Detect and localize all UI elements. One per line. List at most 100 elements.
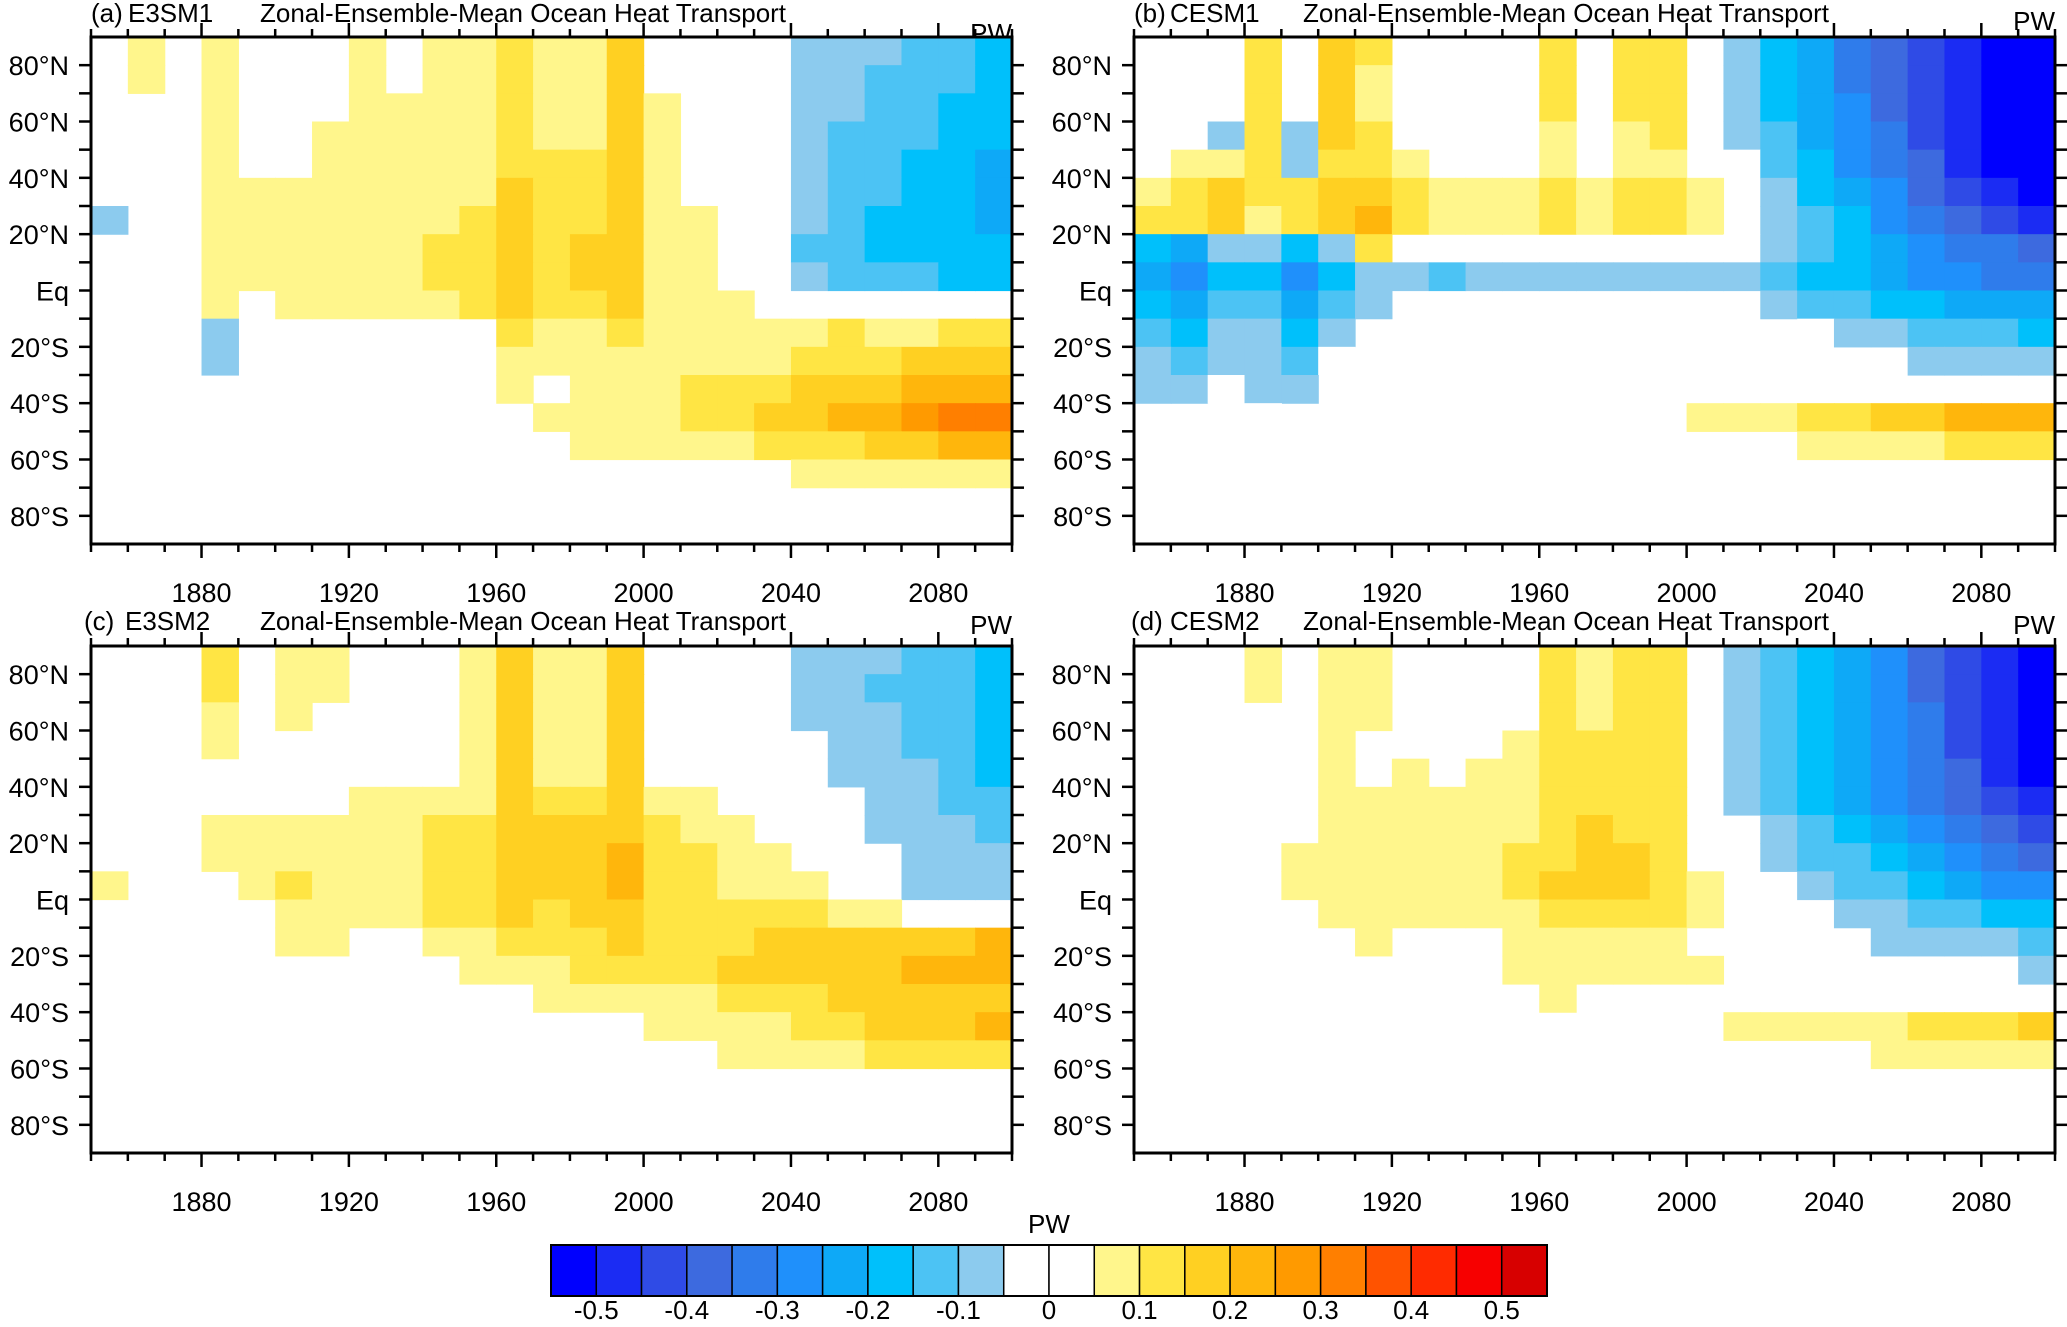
contour-cell [1281,843,1319,872]
y-tick-label: 80°S [1053,502,1112,532]
contour-cell [2018,730,2055,760]
contour-cell [1318,815,1356,844]
contour-cell [864,318,903,348]
contour-cell [827,1012,866,1041]
contour-cell [901,786,939,816]
contour-cell [901,37,939,66]
colorbar-swatch [640,1244,688,1297]
contour-cell [1944,1040,1982,1070]
contour-cell [864,730,903,760]
contour-cell [569,37,608,66]
contour-cell [1833,65,1872,94]
contour-cell [1612,121,1651,151]
contour-cell [1355,927,1393,957]
contour-cell [938,346,976,376]
contour-cell [275,899,313,929]
contour-cell [827,646,866,675]
contour-cell [975,346,1012,376]
contour-cell [312,871,350,901]
colorbar-swatch [1500,1244,1548,1297]
x-tick-label: 1880 [1214,578,1274,608]
contour-cell [938,674,976,703]
contour-cell [1944,65,1982,94]
contour-cell [533,899,571,929]
contour-cell [606,674,645,703]
contour-cell [1612,93,1651,123]
contour-cell [754,955,792,985]
contour-cell [1244,121,1282,151]
contour-cell [569,843,608,872]
contour-cell [643,346,682,376]
contour-cell [643,121,682,151]
contour-cell [496,927,534,957]
contour-cell [1134,318,1172,348]
contour-cell [1944,786,1982,816]
contour-cell [643,984,682,1013]
contour-cell [1318,65,1356,94]
contour-cell [385,149,424,179]
contour-cell [1539,758,1577,788]
contour-cell [422,149,460,179]
contour-cell [533,262,571,292]
contour-cell [569,375,608,404]
contour-cell [385,206,424,235]
y-tick-label: Eq [36,277,69,307]
contour-cell [1355,674,1393,703]
contour-cell [1723,93,1761,123]
contour-cell [643,871,682,901]
contour-cell [569,346,608,376]
contour-cell [1207,177,1246,207]
contour-cell [275,927,313,957]
contour-cell [348,206,387,235]
contour-cell [1833,758,1872,788]
contour-cell [569,815,608,844]
units-label: PW [2013,610,2055,640]
contour-field [91,646,1012,1153]
contour-cell [827,234,866,263]
contour-cell [1539,262,1577,292]
contour-cell [201,702,239,732]
contour-cell [459,843,497,872]
contour-field [1134,37,2055,544]
contour-cell [1981,431,2019,461]
contour-cell [790,93,829,123]
contour-cell [901,927,939,957]
contour-cell [1318,702,1356,732]
contour-cell [422,121,460,151]
contour-cell [1833,177,1872,207]
colorbar-tick-label: 0.2 [1212,1295,1248,1325]
contour-cell [1907,1012,1946,1041]
contour-cell [422,899,460,929]
contour-cell [938,65,976,94]
contour-cell [1907,290,1946,320]
contour-cell [1797,93,1835,123]
contour-cell [1612,646,1651,675]
contour-cell [1760,403,1798,432]
contour-cell [643,815,682,844]
contour-cell [1797,121,1835,151]
contour-cell [1797,262,1835,292]
colorbar-swatch [1002,1244,1050,1297]
contour-cell [643,177,682,207]
contour-cell [790,702,829,732]
contour-cell [496,121,534,151]
contour-cell [717,1012,755,1041]
contour-cell [606,758,645,788]
contour-cell [533,206,571,235]
contour-cell [1797,702,1835,732]
contour-cell [1576,206,1614,235]
colorbar-swatch [1093,1244,1141,1297]
contour-cell [975,121,1012,151]
contour-cell [1207,375,1246,404]
contour-cell [1797,290,1835,320]
contour-cell [827,149,866,179]
contour-cell [1465,758,1503,788]
contour-cell [864,674,903,703]
contour-cell [1797,234,1835,263]
contour-cell [901,65,939,94]
contour-cell [1944,93,1982,123]
contour-cell [938,646,976,675]
contour-cell [201,290,239,320]
contour-cell [1428,177,1467,207]
contour-cell [680,318,718,348]
